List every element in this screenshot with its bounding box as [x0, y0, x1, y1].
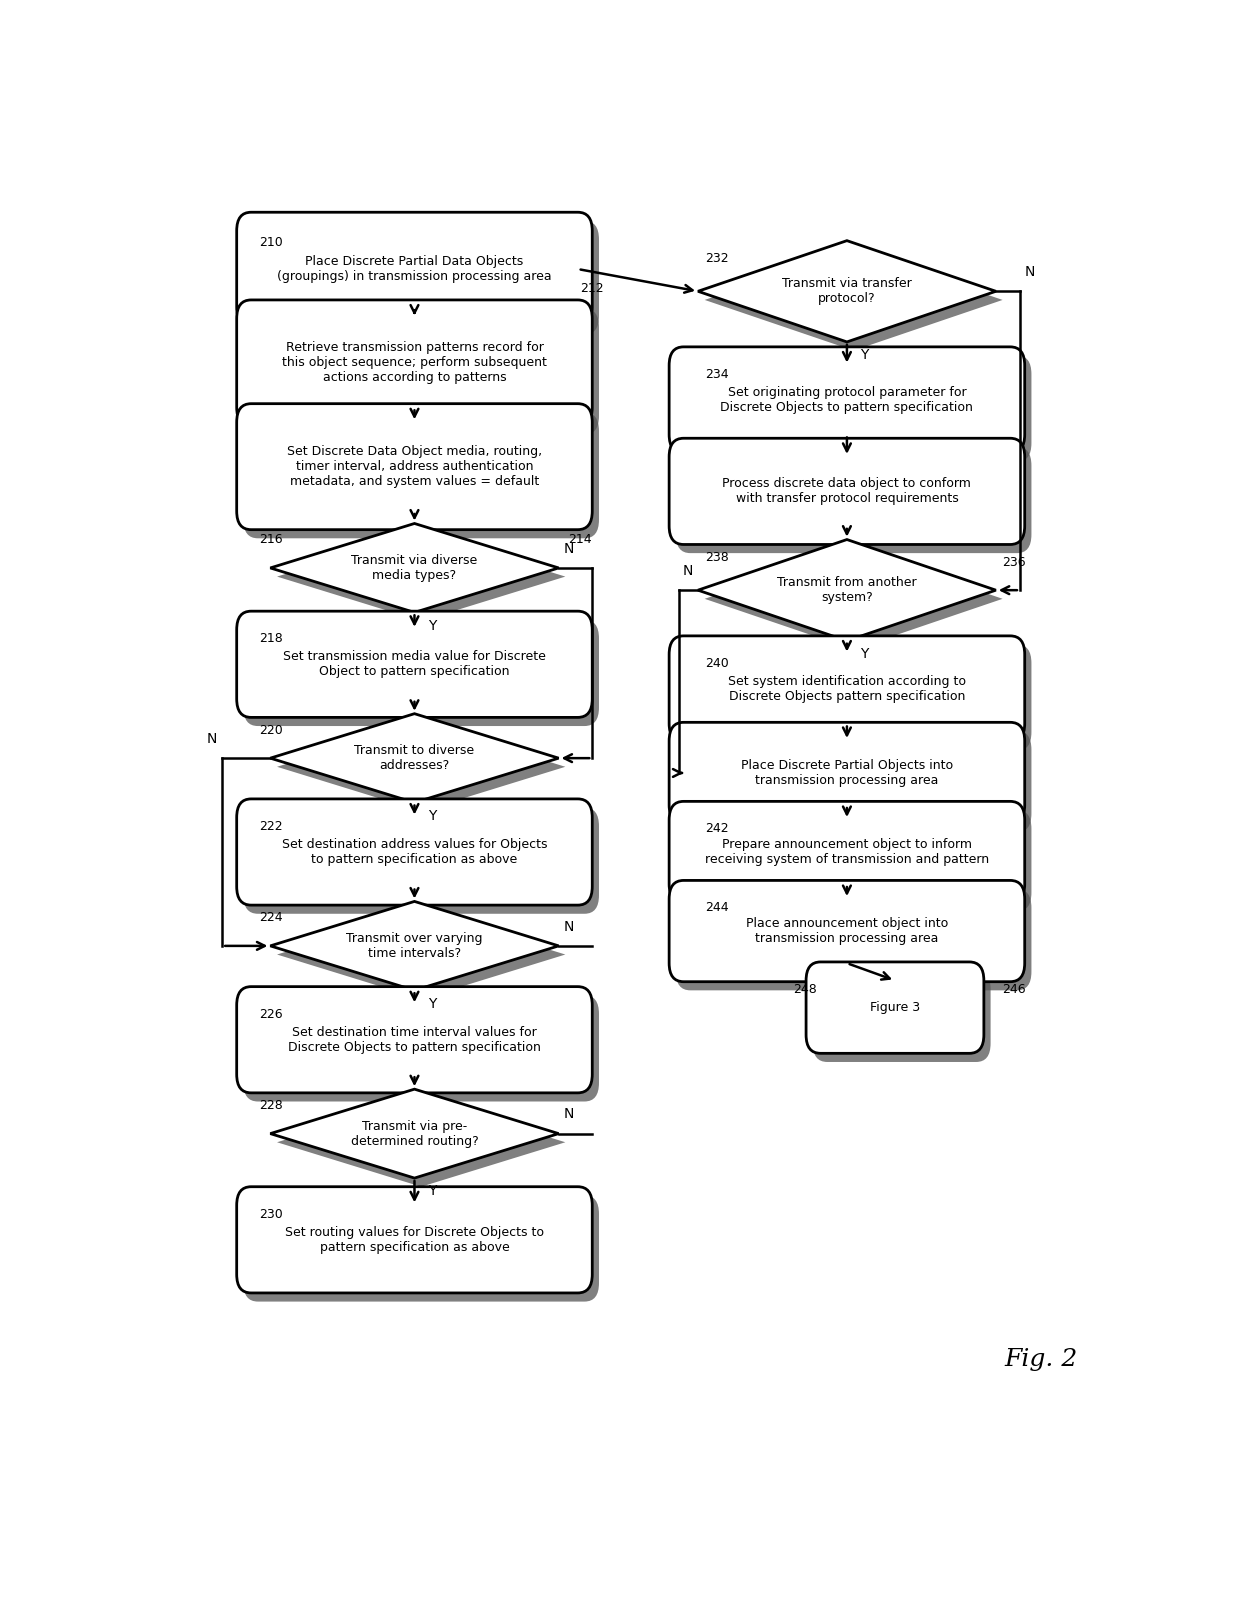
Text: Process discrete data object to conform
with transfer protocol requirements: Process discrete data object to conform …: [723, 478, 971, 505]
Polygon shape: [277, 1097, 565, 1187]
Text: Set originating protocol parameter for
Discrete Objects to pattern specification: Set originating protocol parameter for D…: [720, 387, 973, 414]
Text: 220: 220: [259, 723, 283, 736]
Text: Place Discrete Partial Objects into
transmission processing area: Place Discrete Partial Objects into tran…: [740, 759, 954, 788]
Text: 222: 222: [259, 820, 283, 832]
FancyBboxPatch shape: [670, 635, 1024, 743]
Text: 210: 210: [259, 236, 283, 249]
Text: 214: 214: [568, 534, 591, 547]
FancyBboxPatch shape: [670, 722, 1024, 823]
Text: 216: 216: [259, 534, 283, 547]
Text: Transmit to diverse
addresses?: Transmit to diverse addresses?: [355, 744, 475, 772]
Text: 234: 234: [704, 367, 728, 380]
Text: Transmit over varying
time intervals?: Transmit over varying time intervals?: [346, 932, 482, 959]
Text: 248: 248: [794, 983, 817, 996]
FancyBboxPatch shape: [676, 645, 1032, 751]
Text: Prepare announcement object to inform
receiving system of transmission and patte: Prepare announcement object to inform re…: [704, 837, 990, 866]
FancyBboxPatch shape: [237, 300, 593, 427]
FancyBboxPatch shape: [676, 731, 1032, 832]
Text: Transmit from another
system?: Transmit from another system?: [777, 576, 916, 605]
Text: Y: Y: [428, 808, 436, 823]
FancyBboxPatch shape: [243, 619, 599, 727]
Text: Y: Y: [428, 619, 436, 632]
Polygon shape: [277, 909, 565, 999]
Text: 242: 242: [704, 823, 728, 836]
Text: 230: 230: [259, 1208, 283, 1221]
Text: Set destination address values for Objects
to pattern specification as above: Set destination address values for Objec…: [281, 837, 547, 866]
Text: Set destination time interval values for
Discrete Objects to pattern specificati: Set destination time interval values for…: [288, 1025, 541, 1054]
Polygon shape: [698, 539, 996, 642]
Text: N: N: [207, 731, 217, 746]
Polygon shape: [270, 901, 559, 990]
Polygon shape: [270, 1089, 559, 1177]
FancyBboxPatch shape: [243, 994, 599, 1102]
Polygon shape: [277, 533, 565, 621]
Text: N: N: [1024, 265, 1035, 279]
Text: N: N: [563, 542, 574, 555]
FancyBboxPatch shape: [237, 611, 593, 717]
Polygon shape: [698, 241, 996, 342]
Text: 246: 246: [1003, 983, 1027, 996]
FancyBboxPatch shape: [670, 346, 1024, 452]
FancyBboxPatch shape: [243, 807, 599, 914]
Text: Set system identification according to
Discrete Objects pattern specification: Set system identification according to D…: [728, 675, 966, 703]
Text: Transmit via transfer
protocol?: Transmit via transfer protocol?: [782, 277, 911, 305]
Text: Fig. 2: Fig. 2: [1004, 1347, 1078, 1371]
Text: N: N: [563, 919, 574, 934]
FancyBboxPatch shape: [806, 962, 983, 1054]
Text: Set transmission media value for Discrete
Object to pattern specification: Set transmission media value for Discret…: [283, 650, 546, 678]
FancyBboxPatch shape: [670, 802, 1024, 903]
Text: 232: 232: [704, 252, 728, 265]
FancyBboxPatch shape: [237, 404, 593, 529]
Text: 238: 238: [704, 550, 728, 563]
Polygon shape: [704, 549, 1003, 650]
Text: Y: Y: [428, 996, 436, 1011]
Polygon shape: [277, 722, 565, 812]
FancyBboxPatch shape: [676, 810, 1032, 911]
FancyBboxPatch shape: [676, 356, 1032, 462]
Text: N: N: [683, 565, 693, 577]
FancyBboxPatch shape: [237, 1187, 593, 1293]
Text: Figure 3: Figure 3: [870, 1001, 920, 1014]
Text: 244: 244: [704, 901, 728, 914]
Polygon shape: [270, 714, 559, 802]
Text: Y: Y: [428, 1184, 436, 1198]
Text: Retrieve transmission patterns record for
this object sequence; perform subseque: Retrieve transmission patterns record fo…: [281, 342, 547, 385]
Text: 212: 212: [580, 282, 604, 295]
Text: Place announcement object into
transmission processing area: Place announcement object into transmiss…: [745, 917, 949, 945]
Text: 224: 224: [259, 911, 283, 924]
FancyBboxPatch shape: [243, 308, 599, 435]
FancyBboxPatch shape: [812, 970, 991, 1062]
Text: 240: 240: [704, 658, 728, 670]
Text: 218: 218: [259, 632, 283, 645]
Text: N: N: [563, 1107, 574, 1121]
Text: Set Discrete Data Object media, routing,
timer interval, address authentication
: Set Discrete Data Object media, routing,…: [286, 446, 542, 488]
FancyBboxPatch shape: [243, 221, 599, 335]
FancyBboxPatch shape: [670, 438, 1024, 544]
Text: Y: Y: [861, 646, 869, 661]
Text: Set routing values for Discrete Objects to
pattern specification as above: Set routing values for Discrete Objects …: [285, 1225, 544, 1254]
Text: 228: 228: [259, 1099, 283, 1112]
Text: 236: 236: [1003, 555, 1027, 568]
FancyBboxPatch shape: [243, 1195, 599, 1301]
Text: Transmit via diverse
media types?: Transmit via diverse media types?: [351, 553, 477, 582]
Polygon shape: [270, 523, 559, 613]
FancyBboxPatch shape: [243, 412, 599, 539]
Text: Transmit via pre-
determined routing?: Transmit via pre- determined routing?: [351, 1120, 479, 1147]
FancyBboxPatch shape: [676, 448, 1032, 553]
Text: Y: Y: [861, 348, 869, 363]
FancyBboxPatch shape: [237, 799, 593, 905]
FancyBboxPatch shape: [670, 881, 1024, 982]
Polygon shape: [704, 249, 1003, 351]
Text: Place Discrete Partial Data Objects
(groupings) in transmission processing area: Place Discrete Partial Data Objects (gro…: [278, 255, 552, 282]
FancyBboxPatch shape: [237, 986, 593, 1092]
FancyBboxPatch shape: [237, 212, 593, 326]
Text: 226: 226: [259, 1007, 283, 1020]
FancyBboxPatch shape: [676, 889, 1032, 990]
